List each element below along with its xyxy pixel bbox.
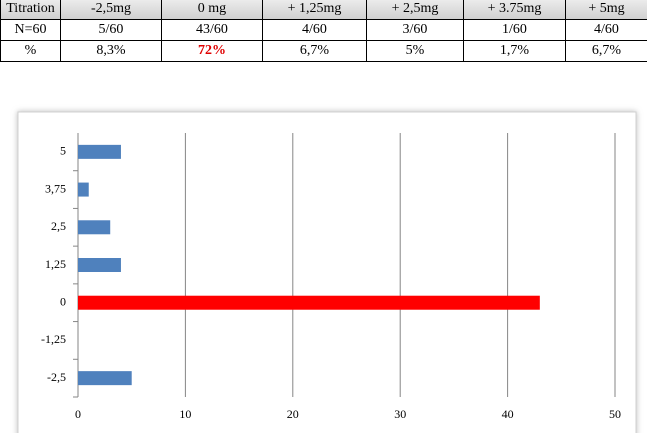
bar bbox=[78, 295, 540, 310]
table-cell: 6,7% bbox=[565, 40, 647, 62]
table-cell: N=60 bbox=[0, 19, 61, 41]
y-tick-label: -1,25 bbox=[41, 332, 66, 346]
table-cell: 4/60 bbox=[565, 19, 647, 41]
y-tick-label: 5 bbox=[60, 144, 66, 158]
table-cell: 1,7% bbox=[463, 40, 566, 62]
x-tick-label: 40 bbox=[502, 407, 514, 421]
x-tick-label: 0 bbox=[75, 407, 81, 421]
bar bbox=[78, 182, 89, 197]
table-cell: 6,7% bbox=[262, 40, 367, 62]
y-tick-label: -2,5 bbox=[47, 370, 66, 384]
x-tick-label: 30 bbox=[394, 407, 406, 421]
header-cell: + 3.75mg bbox=[463, 0, 566, 20]
y-tick-label: 1,25 bbox=[45, 257, 66, 271]
table-body: Titration -2,5mg 0 mg + 1,25mg + 2,5mg + 3.75… bbox=[0, 0, 647, 62]
table: Titration -2,5mg 0 mg + 1,25mg + 2,5mg + 3.75… bbox=[0, 0, 647, 62]
header-cell: -2,5mg bbox=[60, 0, 162, 20]
table-cell: 4/60 bbox=[262, 19, 367, 41]
y-tick-label: 0 bbox=[60, 294, 66, 308]
bar bbox=[78, 144, 121, 159]
bar bbox=[78, 220, 111, 235]
table-row: N=60 5/60 43/60 4/60 3/60 1/60 4/60 bbox=[0, 19, 647, 41]
table-cell: 72% bbox=[161, 40, 263, 62]
y-tick-label: 3,75 bbox=[45, 181, 66, 195]
table-cell: 5% bbox=[366, 40, 464, 62]
bar bbox=[78, 258, 121, 272]
x-tick-label: 10 bbox=[179, 407, 191, 421]
bar bbox=[78, 371, 132, 386]
x-tick-label: 20 bbox=[287, 407, 299, 421]
table-cell: 8,3% bbox=[60, 40, 162, 62]
table-row: Titration -2,5mg 0 mg + 1,25mg + 2,5mg + 3.75… bbox=[0, 0, 647, 20]
table-row: % 8,3% 72% 6,7% 5% 1,7% 6,7% bbox=[0, 40, 647, 62]
y-tick-label: 2,5 bbox=[51, 219, 66, 233]
x-tick-label: 50 bbox=[609, 407, 621, 421]
